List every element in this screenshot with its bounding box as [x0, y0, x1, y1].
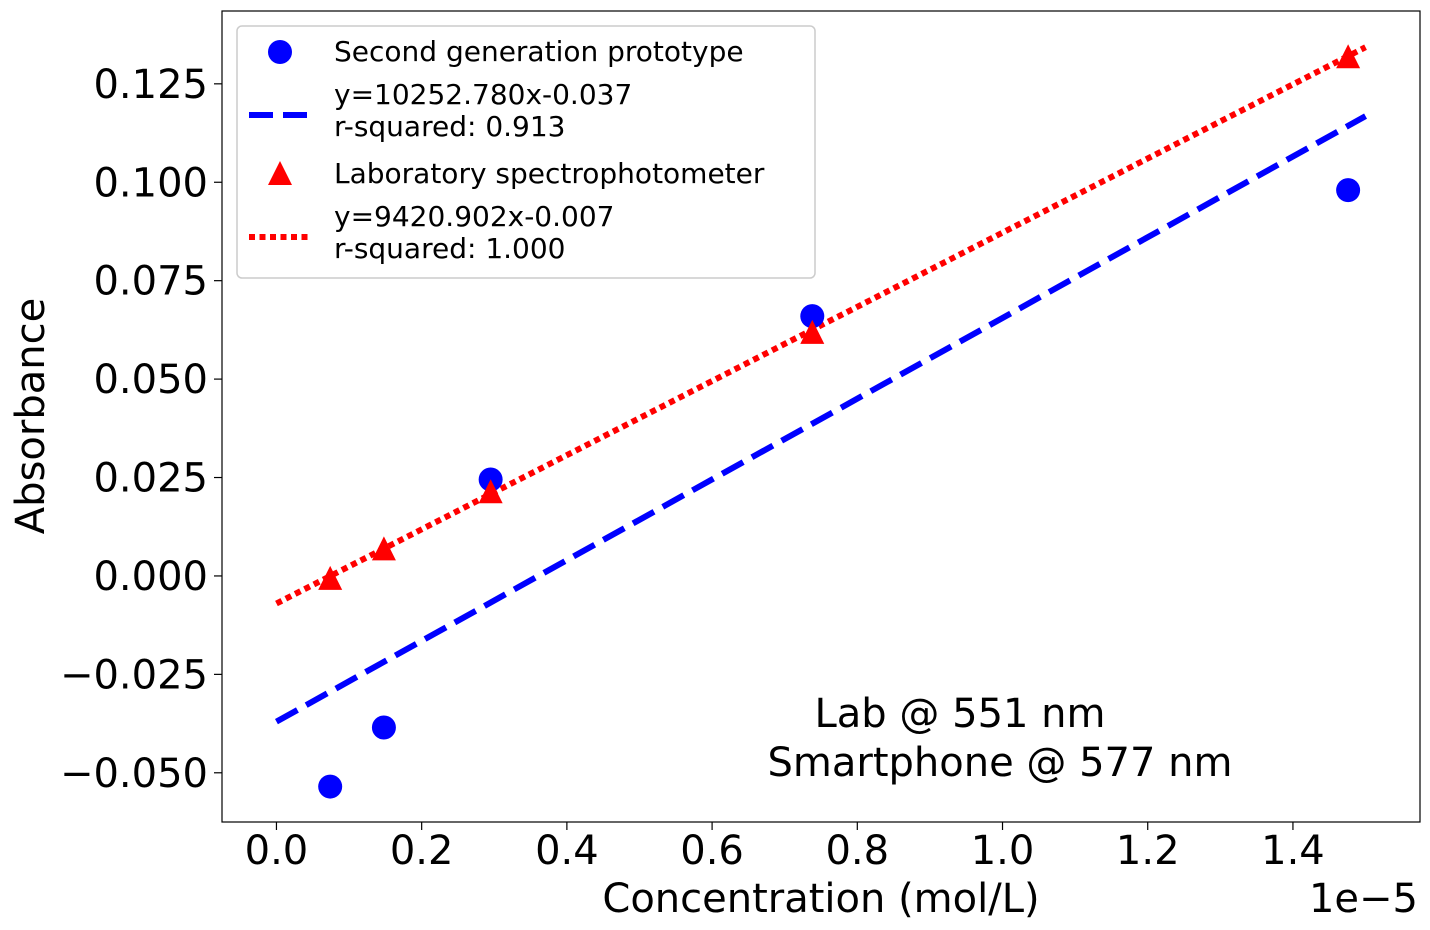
data-point-triangle-3 — [800, 319, 825, 344]
axes-frame — [221, 10, 1421, 823]
legend: Second generation prototype y=10252.780x… — [236, 25, 816, 279]
x-tick-label: 1.4 — [1261, 828, 1325, 874]
x-tick-label: 0.6 — [680, 828, 744, 874]
x-tick-label: 1.0 — [971, 828, 1035, 874]
x-axis: 0.0 0.2 0.4 0.6 0.8 1.0 1.2 1.4 — [245, 822, 1325, 874]
y-axis-label: Absorbance — [8, 298, 54, 534]
data-point-circle-0 — [318, 774, 343, 799]
data-point-triangle-4 — [1336, 44, 1361, 69]
legend-label-lab-fit: y=9420.902x-0.007 r-squared: 1.000 — [334, 200, 623, 265]
y-axis: −0.050 −0.025 0.000 0.025 0.050 0.075 0.100 0.1… — [60, 62, 222, 797]
data-point-circle-3 — [800, 304, 825, 329]
y-tick-label: 0.050 — [93, 357, 208, 403]
data-point-circle-1 — [371, 715, 396, 740]
y-tick-label: −0.050 — [60, 751, 208, 797]
data-point-triangle-1 — [371, 536, 396, 561]
fit-line-series-1 — [274, 113, 1368, 725]
data-point-triangle-2 — [478, 479, 503, 504]
y-tick-label: 0.125 — [93, 62, 208, 108]
y-tick-label: 0.000 — [93, 554, 208, 600]
legend-label-prototype: Second generation prototype — [334, 35, 744, 68]
legend-label-lab: Laboratory spectrophotometer — [334, 157, 765, 190]
legend-triangle-icon — [268, 161, 292, 185]
y-tick-label: 0.075 — [93, 259, 208, 305]
x-tick-label: 0.4 — [535, 828, 599, 874]
x-axis-label: Concentration (mol/L) — [602, 876, 1039, 922]
legend-label-prototype-fit: y=10252.780x-0.037 r-squared: 0.913 — [334, 78, 641, 143]
annotation-line-2: Smartphone @ 577 nm — [768, 740, 1233, 786]
x-tick-label: 0.2 — [390, 828, 454, 874]
y-tick-label: 0.100 — [93, 160, 208, 206]
y-tick-label: 0.025 — [93, 456, 208, 502]
plot-area — [274, 44, 1368, 799]
data-point-circle-4 — [1336, 178, 1361, 203]
fit-line-series-3 — [275, 44, 1367, 607]
x-tick-label: 0.8 — [825, 828, 889, 874]
annotation-line-1: Lab @ 551 nm — [815, 691, 1106, 737]
x-tick-label: 1.2 — [1116, 828, 1180, 874]
legend-circle-icon — [268, 40, 292, 64]
y-tick-label: −0.025 — [60, 652, 208, 698]
data-point-triangle-0 — [318, 565, 343, 590]
x-offset-label: 1e−5 — [1309, 876, 1418, 922]
x-tick-label: 0.0 — [245, 828, 309, 874]
legend-box — [236, 25, 816, 279]
